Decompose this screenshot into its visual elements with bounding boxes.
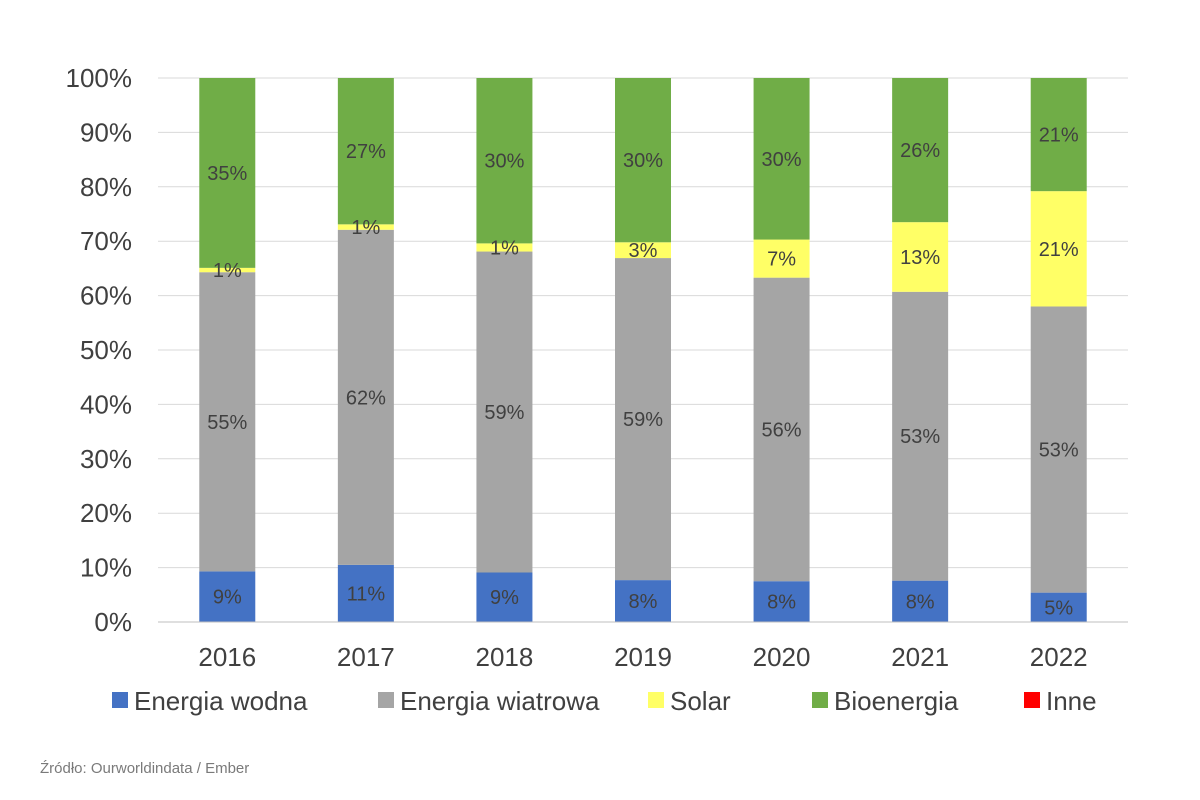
y-tick-label: 70% (80, 226, 132, 256)
data-label: 62% (346, 387, 386, 409)
bar-segment (337, 224, 394, 230)
bar-segment (1030, 191, 1087, 307)
data-label: 21% (1039, 239, 1079, 261)
bar-segment (199, 571, 256, 622)
legend-label: Energia wiatrowa (400, 686, 600, 716)
bar-segment (199, 267, 256, 273)
data-label: 9% (490, 587, 519, 609)
y-tick-label: 20% (80, 498, 132, 528)
y-tick-label: 40% (80, 389, 132, 419)
legend-swatch (1024, 692, 1040, 708)
bar-segment (1030, 78, 1087, 192)
bar-segment (476, 243, 533, 252)
y-axis-ticks: 0% 10% 20% 30% 40% 50% 60% 70% 80% 90% 100% (66, 63, 133, 637)
legend-swatch (112, 692, 128, 708)
bar-segment (337, 564, 394, 622)
y-tick-label: 90% (80, 117, 132, 147)
bar-segment (753, 239, 810, 278)
y-tick-label: 30% (80, 444, 132, 474)
data-label: 30% (623, 150, 663, 172)
bar-segment (892, 580, 949, 622)
data-label: 1% (490, 237, 519, 259)
data-label: 53% (900, 426, 940, 448)
legend-swatch (812, 692, 828, 708)
legend-swatch (378, 692, 394, 708)
bar-segment (892, 78, 949, 223)
data-label: 35% (207, 163, 247, 185)
data-label: 55% (207, 412, 247, 434)
legend-label: Inne (1046, 686, 1097, 716)
legend-label: Bioenergia (834, 686, 959, 716)
data-label: 59% (623, 409, 663, 431)
bar-segment (615, 580, 671, 622)
x-tick-label: 2017 (337, 642, 395, 672)
bar-segment (753, 277, 810, 582)
data-label: 1% (351, 217, 380, 239)
bar-segment (476, 572, 533, 622)
x-tick-label: 2020 (753, 642, 811, 672)
bar-segment (615, 242, 671, 259)
data-label: 27% (346, 141, 386, 163)
bar-segment (199, 78, 256, 268)
data-label: 30% (762, 149, 802, 171)
data-label: 7% (767, 249, 796, 271)
legend: Energia wodna Energia wiatrowa Solar Bioene… (112, 686, 1097, 716)
data-label: 1% (213, 260, 242, 282)
data-label: 56% (762, 419, 802, 441)
y-tick-label: 80% (80, 172, 132, 202)
bars (199, 78, 1087, 622)
data-label: 21% (1039, 125, 1079, 147)
bar-segment (337, 229, 394, 565)
bar-segment (1030, 306, 1087, 593)
data-label: 30% (484, 151, 524, 173)
y-tick-label: 0% (94, 607, 132, 637)
data-label: 8% (767, 592, 796, 614)
bar-segment (892, 222, 949, 292)
data-label: 8% (906, 591, 935, 613)
bar-segment (615, 258, 671, 581)
bar-segment (199, 272, 256, 572)
data-label: 8% (629, 591, 658, 613)
data-label: 11% (347, 583, 386, 605)
x-tick-label: 2016 (198, 642, 256, 672)
x-tick-label: 2022 (1030, 642, 1088, 672)
x-axis-ticks: 2016 2017 2018 2019 2020 2021 2022 (198, 642, 1087, 672)
data-label: 5% (1044, 597, 1073, 619)
x-tick-label: 2021 (891, 642, 949, 672)
bar-segment (1030, 592, 1087, 622)
data-label: 13% (900, 247, 940, 269)
bar-segment (615, 78, 671, 243)
bar-segment (476, 78, 533, 244)
bar-segment (337, 78, 394, 225)
data-label: 3% (629, 240, 658, 262)
y-tick-label: 50% (80, 335, 132, 365)
data-label: 9% (213, 587, 242, 609)
y-tick-label: 10% (80, 553, 132, 583)
x-tick-label: 2018 (476, 642, 534, 672)
source-note: Źródło: Ourworldindata / Ember (40, 760, 250, 777)
data-labels: 9% 55% 1% 35% 11% 62% 1% 27% 9% 59% 1% 30% 8% 59% 3% 30… (207, 125, 1079, 620)
data-label: 26% (900, 140, 940, 162)
legend-swatch (648, 692, 664, 708)
data-label: 53% (1039, 440, 1079, 462)
legend-label: Energia wodna (134, 686, 308, 716)
y-tick-label: 100% (66, 63, 133, 93)
x-tick-label: 2019 (614, 642, 672, 672)
bar-segment (753, 581, 810, 622)
bar-segment (753, 78, 810, 240)
y-tick-label: 60% (80, 281, 132, 311)
legend-label: Solar (670, 686, 731, 716)
bar-segment (892, 291, 949, 581)
bar-segment (476, 251, 533, 573)
data-label: 59% (484, 402, 524, 424)
